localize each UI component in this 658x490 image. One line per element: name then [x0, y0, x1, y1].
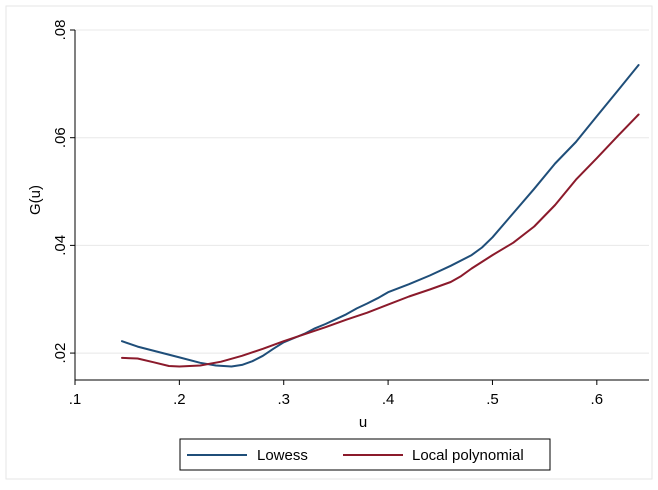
y-axis-label: G(u)	[27, 185, 44, 215]
y-tick-label: .06	[52, 127, 69, 148]
x-tick-label: .6	[591, 391, 604, 408]
series-line-lowess	[121, 64, 640, 368]
x-tick-label: .3	[277, 391, 290, 408]
x-tick-label: .2	[173, 391, 186, 408]
y-tick-label: .04	[52, 235, 69, 256]
series-line-local-polynomial	[121, 113, 640, 368]
x-axis-label: u	[359, 414, 367, 431]
y-axis-ticks: .02 .04 .06 .08	[52, 20, 75, 364]
series-lines	[121, 64, 640, 368]
legend: Lowess Local polynomial	[179, 438, 551, 471]
graph-region	[5, 5, 653, 480]
x-axis-ticks: .1 .2 .3 .4 .5 .6	[69, 380, 603, 408]
x-tick-label: .4	[382, 391, 395, 408]
x-tick-label: .1	[69, 391, 82, 408]
x-tick-label: .5	[486, 391, 499, 408]
y-tick-label: .02	[52, 343, 69, 364]
legend-label-local-polynomial: Local polynomial	[412, 447, 524, 464]
legend-label-lowess: Lowess	[257, 447, 308, 464]
y-tick-label: .08	[52, 20, 69, 41]
gridlines	[75, 29, 649, 354]
